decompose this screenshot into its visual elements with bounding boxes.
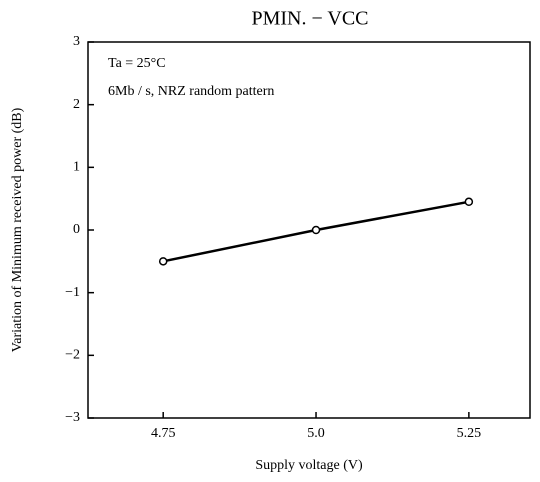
y-tick-label: −2	[65, 348, 80, 363]
annotation: 6Mb / s, NRZ random pattern	[108, 84, 274, 99]
y-tick-label: 3	[73, 34, 80, 49]
y-tick-label: −1	[65, 285, 80, 300]
x-tick-label: 4.75	[151, 426, 176, 441]
x-tick-label: 5.0	[307, 426, 325, 441]
chart-title: PMIN. − VCC	[251, 8, 368, 30]
data-point	[311, 225, 321, 235]
x-tick-label: 5.25	[457, 426, 482, 441]
data-point	[158, 257, 168, 266]
y-tick-label: 0	[73, 222, 80, 237]
annotation: Ta = 25°C	[108, 56, 166, 71]
x-axis-label: Supply voltage (V)	[255, 458, 363, 473]
y-axis-label: Variation of Minimum received power (dB)	[10, 107, 25, 352]
y-tick-label: −3	[65, 410, 80, 425]
data-point	[464, 197, 474, 207]
y-tick-label: 1	[73, 160, 80, 175]
y-tick-label: 2	[73, 97, 80, 112]
